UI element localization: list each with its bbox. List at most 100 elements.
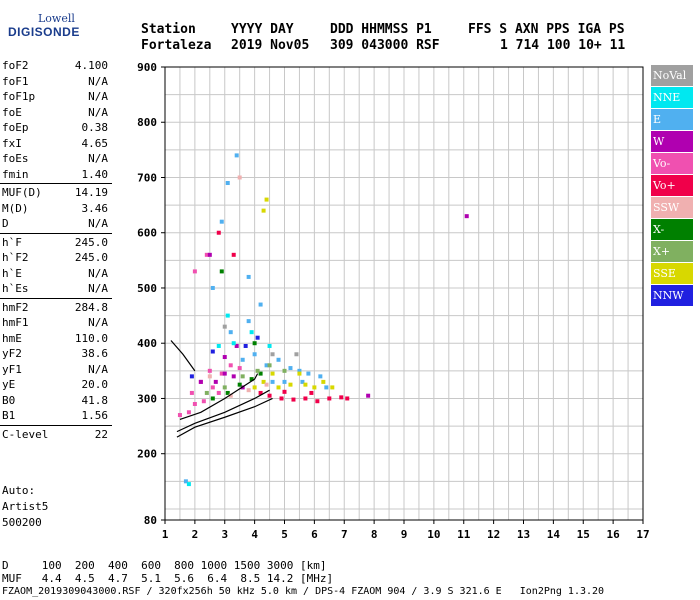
param-label: yE [2, 378, 16, 391]
y-tick-label: 600 [137, 227, 157, 240]
param-row: foF1p N/A [0, 89, 112, 105]
x-tick-label: 4 [251, 528, 258, 541]
data-point-x- [237, 382, 242, 387]
y-tick-label: 800 [137, 116, 157, 129]
data-point-e [258, 302, 263, 307]
auto-label: Auto: [2, 484, 36, 497]
param-label: yF2 [2, 347, 22, 360]
data-point-sse [330, 385, 335, 390]
param-row: B1 1.56 [0, 408, 112, 424]
data-point-noval [270, 352, 275, 357]
params-divider [0, 424, 112, 426]
data-point-x- [219, 269, 224, 274]
param-row: B0 41.8 [0, 393, 112, 409]
param-row: hmF1 N/A [0, 315, 112, 331]
param-value: 41.8 [81, 393, 109, 407]
data-point-w [231, 374, 236, 379]
param-row: fxI 4.65 [0, 136, 112, 152]
x-tick-label: 13 [517, 528, 530, 541]
data-point-x- [255, 368, 260, 373]
param-value: 38.6 [81, 347, 109, 360]
data-point-vo- [237, 366, 242, 371]
param-value: 14.19 [74, 186, 108, 199]
data-point-e [270, 379, 275, 384]
param-row: foE N/A [0, 105, 112, 121]
x-tick-label: 3 [221, 528, 228, 541]
data-point-e [300, 379, 305, 384]
param-value: N/A [88, 316, 108, 329]
y-tick-label: 500 [137, 282, 157, 295]
param-row: foEp 0.38 [0, 120, 112, 136]
data-point-e [240, 357, 245, 362]
data-point-ssw [246, 388, 251, 393]
param-label: hmF1 [2, 316, 29, 329]
data-point-nne [216, 343, 221, 348]
data-point-vo- [309, 390, 314, 395]
trace-line [176, 389, 270, 433]
header-station-value: Fortaleza [141, 38, 212, 53]
param-row: foEs N/A [0, 151, 112, 167]
data-point-e [318, 374, 323, 379]
param-value: 0.38 [81, 121, 109, 134]
data-point-vo- [291, 397, 296, 402]
data-point-nne [249, 330, 254, 335]
data-point-vo- [267, 393, 272, 398]
logo-brand: Lowell [38, 12, 75, 25]
data-point-sse [261, 379, 266, 384]
param-value: N/A [88, 362, 108, 376]
x-tick-label: 9 [401, 528, 408, 541]
data-point-e [264, 363, 269, 368]
param-value: 4.100 [74, 59, 108, 72]
y-tick-label: 200 [137, 448, 157, 461]
x-tick-label: 15 [577, 528, 590, 541]
data-point-sse [312, 385, 317, 390]
data-point-nne [267, 343, 272, 348]
param-value: N/A [88, 90, 108, 103]
legend-item-nnw: NNW [651, 285, 693, 306]
data-point-vo- [345, 396, 350, 401]
param-label: foEs [2, 152, 29, 165]
data-point-x- [210, 396, 215, 401]
data-point-e [252, 352, 257, 357]
data-point-e [210, 285, 215, 290]
x-tick-label: 6 [311, 528, 318, 541]
x-tick-label: 17 [636, 528, 649, 541]
data-point-vo- [189, 390, 194, 395]
x-tick-label: 16 [607, 528, 621, 541]
data-point-vo- [315, 399, 320, 404]
y-tick-label: 80 [144, 514, 157, 527]
data-point-ssw [207, 374, 212, 379]
x-tick-label: 7 [341, 528, 348, 541]
param-row: yE 20.0 [0, 377, 112, 393]
data-point-nne [225, 313, 230, 318]
legend-item-vo-: Vo+ [651, 175, 693, 196]
muf-frequency-row: MUF 4.4 4.5 4.7 5.1 5.6 6.4 8.5 14.2 [MH… [2, 572, 334, 585]
x-tick-label: 14 [547, 528, 561, 541]
data-point-ssw [264, 382, 269, 387]
x-tick-label: 5 [281, 528, 288, 541]
param-row: hmE 110.0 [0, 331, 112, 347]
param-label: h`E [2, 266, 22, 280]
param-value: 245.0 [74, 235, 108, 249]
param-value: N/A [88, 282, 108, 295]
data-point-x- [204, 390, 209, 395]
data-point-x- [240, 374, 245, 379]
x-tick-label: 1 [162, 528, 169, 541]
data-point-nnw [210, 349, 215, 354]
param-value: N/A [88, 105, 108, 119]
data-point-vo- [192, 269, 197, 274]
param-label: h`F2 [2, 251, 29, 264]
legend-item-x-: X+ [651, 241, 693, 262]
data-point-w [198, 379, 203, 384]
data-point-x- [267, 363, 272, 368]
param-value: 110.0 [74, 331, 108, 345]
legend-item-noval: NoVal [651, 65, 693, 86]
param-label: h`F [2, 235, 22, 249]
param-label: D [2, 217, 9, 230]
header-settings-value: 1 714 100 10+ 11 [500, 38, 626, 53]
param-value: 4.65 [81, 136, 109, 150]
data-point-ssw [228, 393, 233, 398]
param-row: MUF(D) 14.19 [0, 185, 112, 201]
param-label: B0 [2, 393, 16, 407]
data-point-w [234, 343, 239, 348]
